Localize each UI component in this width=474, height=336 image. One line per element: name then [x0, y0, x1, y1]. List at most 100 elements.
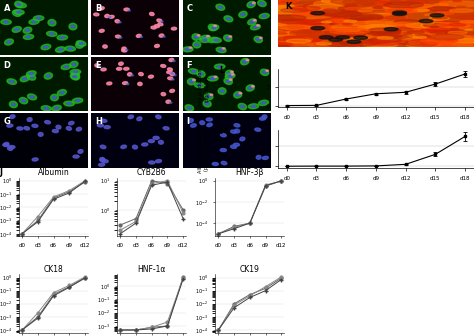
Ellipse shape [312, 8, 338, 12]
Ellipse shape [212, 163, 219, 166]
Ellipse shape [207, 123, 212, 127]
Ellipse shape [376, 0, 400, 2]
Ellipse shape [426, 0, 442, 2]
Ellipse shape [327, 19, 349, 23]
Ellipse shape [205, 93, 213, 99]
Text: M: M [219, 127, 227, 136]
Ellipse shape [203, 39, 207, 41]
Ellipse shape [420, 38, 458, 44]
Ellipse shape [370, 41, 401, 45]
Ellipse shape [279, 25, 311, 30]
Ellipse shape [384, 2, 423, 8]
Ellipse shape [170, 102, 172, 103]
Ellipse shape [161, 92, 165, 96]
Ellipse shape [439, 1, 474, 7]
Ellipse shape [290, 32, 309, 35]
Ellipse shape [9, 145, 15, 149]
Ellipse shape [197, 71, 205, 77]
Ellipse shape [241, 13, 245, 15]
Ellipse shape [331, 18, 346, 20]
Ellipse shape [29, 73, 33, 75]
Ellipse shape [255, 128, 261, 131]
Ellipse shape [438, 21, 460, 25]
Ellipse shape [220, 90, 224, 92]
Ellipse shape [364, 27, 391, 31]
Ellipse shape [373, 7, 385, 8]
Ellipse shape [338, 35, 364, 39]
Ellipse shape [429, 17, 449, 20]
Ellipse shape [391, 0, 402, 2]
Ellipse shape [346, 18, 374, 23]
Ellipse shape [372, 22, 383, 24]
Ellipse shape [449, 24, 466, 26]
Ellipse shape [41, 106, 52, 111]
Ellipse shape [281, 38, 310, 43]
Ellipse shape [189, 47, 192, 48]
Ellipse shape [23, 34, 34, 39]
Ellipse shape [321, 0, 355, 3]
Ellipse shape [330, 21, 370, 27]
Ellipse shape [325, 10, 346, 14]
Ellipse shape [140, 36, 143, 38]
Ellipse shape [316, 17, 347, 22]
Ellipse shape [436, 35, 473, 40]
Ellipse shape [116, 35, 121, 38]
Ellipse shape [21, 100, 26, 101]
Ellipse shape [254, 26, 257, 28]
Ellipse shape [157, 19, 162, 22]
Ellipse shape [76, 42, 83, 48]
Ellipse shape [432, 17, 447, 19]
Ellipse shape [297, 30, 320, 33]
Ellipse shape [10, 115, 15, 119]
Ellipse shape [383, 6, 397, 9]
Ellipse shape [430, 29, 465, 34]
Ellipse shape [174, 75, 176, 76]
Ellipse shape [100, 158, 105, 162]
Ellipse shape [104, 126, 110, 129]
Ellipse shape [348, 9, 373, 13]
Ellipse shape [155, 25, 159, 28]
Ellipse shape [7, 79, 17, 84]
Ellipse shape [219, 49, 223, 51]
Ellipse shape [291, 6, 320, 11]
Ellipse shape [370, 25, 392, 28]
Ellipse shape [410, 41, 441, 46]
Ellipse shape [457, 40, 474, 44]
Ellipse shape [339, 40, 380, 46]
Ellipse shape [332, 46, 342, 47]
Ellipse shape [413, 9, 429, 11]
Ellipse shape [467, 41, 474, 42]
Circle shape [311, 27, 325, 30]
Ellipse shape [364, 42, 398, 47]
Ellipse shape [374, 34, 395, 37]
Ellipse shape [139, 73, 143, 76]
Ellipse shape [291, 28, 330, 34]
Ellipse shape [220, 149, 227, 152]
Circle shape [384, 28, 398, 31]
Ellipse shape [1, 19, 11, 25]
Ellipse shape [50, 33, 54, 35]
Ellipse shape [73, 76, 78, 78]
Ellipse shape [214, 76, 217, 78]
Ellipse shape [76, 41, 86, 46]
Ellipse shape [128, 73, 132, 76]
Ellipse shape [314, 31, 351, 37]
Ellipse shape [254, 19, 256, 21]
Ellipse shape [248, 19, 256, 25]
Ellipse shape [211, 39, 215, 41]
Ellipse shape [320, 6, 356, 11]
Ellipse shape [408, 42, 438, 46]
Ellipse shape [239, 11, 247, 17]
Ellipse shape [350, 15, 383, 20]
Ellipse shape [15, 1, 23, 8]
Ellipse shape [438, 32, 461, 36]
Ellipse shape [322, 4, 337, 7]
Ellipse shape [171, 73, 173, 74]
Ellipse shape [409, 42, 421, 44]
Ellipse shape [222, 48, 225, 49]
Ellipse shape [225, 74, 235, 79]
Ellipse shape [320, 27, 360, 33]
Ellipse shape [219, 6, 222, 8]
Ellipse shape [23, 27, 32, 33]
Ellipse shape [372, 2, 392, 5]
